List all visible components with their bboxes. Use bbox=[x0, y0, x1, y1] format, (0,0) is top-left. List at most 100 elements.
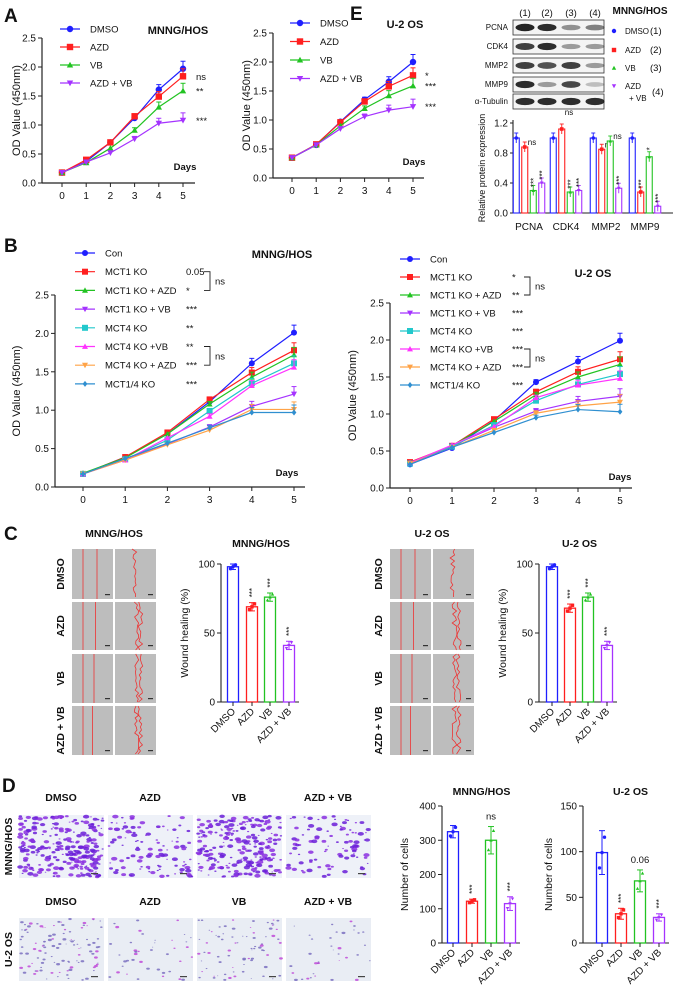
stained-cell bbox=[23, 924, 27, 926]
stained-cell bbox=[345, 833, 349, 836]
marker-square bbox=[568, 606, 572, 610]
series-line bbox=[82, 408, 294, 475]
stained-cell bbox=[278, 942, 282, 944]
wound-image bbox=[390, 654, 431, 703]
marker-triangle-down bbox=[289, 641, 294, 645]
stained-cell bbox=[219, 865, 224, 869]
stained-cell bbox=[307, 824, 315, 828]
stained-cell bbox=[226, 866, 230, 869]
stained-cell bbox=[79, 865, 83, 868]
stained-cell bbox=[246, 820, 249, 823]
scale-bar bbox=[148, 594, 153, 596]
stained-cell bbox=[80, 862, 85, 866]
stained-cell bbox=[80, 947, 82, 949]
stained-cell bbox=[352, 853, 355, 855]
stained-cell bbox=[276, 919, 280, 922]
marker-circle bbox=[296, 19, 304, 27]
stained-cell bbox=[85, 872, 92, 877]
stained-cell bbox=[222, 836, 230, 841]
x-tick-label: 2 bbox=[491, 496, 497, 507]
significance-label: *** bbox=[425, 102, 436, 113]
stained-cell bbox=[64, 853, 67, 855]
chart-title: MNNG/HOS bbox=[148, 25, 209, 37]
stained-cell bbox=[51, 944, 56, 948]
stained-cell bbox=[31, 962, 33, 964]
stained-cell bbox=[80, 831, 87, 836]
marker-triangle bbox=[588, 592, 593, 596]
stained-cell bbox=[316, 962, 320, 965]
stained-cell bbox=[45, 868, 51, 872]
stained-cell bbox=[244, 824, 247, 826]
stained-cell bbox=[321, 874, 327, 878]
stained-cell bbox=[354, 832, 357, 834]
series-vb bbox=[58, 87, 187, 176]
marker-triangle bbox=[531, 188, 536, 192]
stained-cell bbox=[166, 858, 168, 860]
stained-cell bbox=[197, 863, 200, 865]
stained-cell bbox=[30, 867, 33, 869]
x-tick-label: 5 bbox=[410, 186, 416, 197]
stained-cell bbox=[255, 861, 259, 864]
stained-cell bbox=[252, 932, 256, 934]
stained-cell bbox=[301, 834, 305, 836]
stained-cell bbox=[222, 841, 225, 843]
stained-cell bbox=[75, 874, 82, 878]
stained-cell bbox=[286, 863, 291, 867]
stained-cell bbox=[96, 849, 100, 852]
stained-cell bbox=[171, 939, 173, 941]
stained-cell bbox=[311, 839, 318, 844]
chart-title: MNNG/HOS bbox=[252, 249, 313, 261]
scale-bar bbox=[180, 976, 187, 978]
stained-cell bbox=[251, 836, 258, 840]
stained-cell bbox=[111, 856, 118, 861]
wound-edge bbox=[133, 705, 140, 755]
stained-cell bbox=[139, 960, 143, 963]
stained-cell bbox=[222, 822, 225, 824]
stained-cell bbox=[250, 823, 254, 826]
stained-cell bbox=[68, 821, 71, 823]
stained-cell bbox=[294, 826, 299, 830]
stained-cell bbox=[344, 856, 350, 860]
marker-diamond bbox=[407, 382, 413, 388]
stained-cell bbox=[145, 865, 151, 869]
stained-cell bbox=[186, 829, 191, 833]
stained-cell bbox=[99, 926, 103, 928]
stained-cell bbox=[44, 952, 47, 954]
stained-cell bbox=[139, 821, 146, 825]
marker-triangle bbox=[265, 598, 270, 602]
stained-cell bbox=[178, 824, 182, 827]
marker-circle bbox=[228, 566, 233, 571]
y-tick-label: 100 bbox=[516, 560, 533, 571]
stained-cell bbox=[223, 825, 230, 829]
marker-circle bbox=[550, 565, 554, 569]
significance-label: *** bbox=[285, 627, 294, 636]
marker-triangle bbox=[407, 346, 413, 352]
marker-square bbox=[570, 603, 575, 607]
bar bbox=[282, 644, 296, 703]
bar bbox=[484, 839, 498, 944]
stained-cell bbox=[309, 977, 312, 979]
scale-bar bbox=[91, 873, 98, 875]
stained-cell bbox=[57, 814, 64, 819]
stained-cell bbox=[179, 816, 185, 820]
stained-cell bbox=[116, 971, 120, 974]
marker-square bbox=[616, 915, 621, 920]
series-line bbox=[409, 363, 621, 464]
bracket-label: ns bbox=[215, 351, 225, 362]
stained-cell bbox=[214, 831, 218, 834]
wound-panel-title: MNNG/HOS bbox=[85, 528, 143, 540]
stained-cell bbox=[17, 835, 24, 839]
stained-cell bbox=[19, 938, 22, 941]
stained-cell bbox=[270, 922, 274, 925]
y-tick-label: 1.0 bbox=[370, 410, 384, 421]
stained-cell bbox=[77, 845, 85, 850]
stained-cell bbox=[77, 868, 80, 870]
stained-cell bbox=[18, 817, 23, 821]
stained-cell bbox=[182, 864, 186, 867]
stained-cell bbox=[185, 868, 192, 873]
stained-cell bbox=[200, 832, 203, 834]
stained-cell bbox=[86, 837, 93, 842]
stained-cell bbox=[95, 963, 99, 966]
stained-cell bbox=[344, 840, 349, 844]
x-tick-label: DMSO bbox=[578, 947, 607, 976]
